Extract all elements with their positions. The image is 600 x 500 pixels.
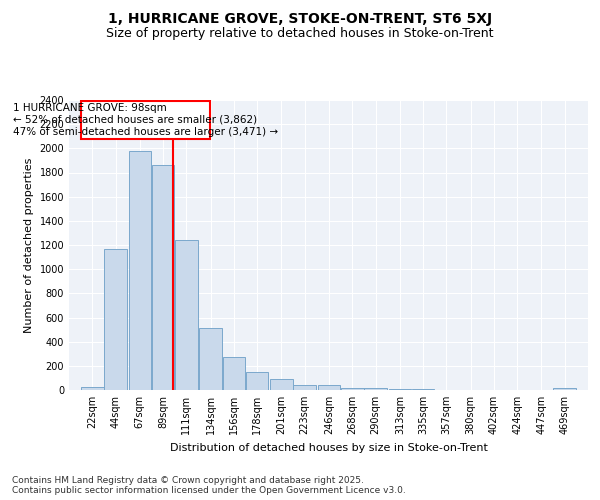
Text: 1, HURRICANE GROVE, STOKE-ON-TRENT, ST6 5XJ: 1, HURRICANE GROVE, STOKE-ON-TRENT, ST6 … (108, 12, 492, 26)
Text: 1 HURRICANE GROVE: 98sqm
← 52% of detached houses are smaller (3,862)
47% of sem: 1 HURRICANE GROVE: 98sqm ← 52% of detach… (13, 104, 278, 136)
Bar (104, 248, 127, 390)
Text: Contains HM Land Registry data © Crown copyright and database right 2025.
Contai: Contains HM Land Registry data © Crown c… (12, 476, 406, 495)
Bar (199, 328, 222, 390)
Bar (270, 379, 293, 390)
Bar (81, 387, 104, 390)
Y-axis label: Number of detached properties: Number of detached properties (24, 158, 34, 332)
Bar (341, 388, 364, 390)
Bar (223, 357, 245, 390)
Bar (364, 388, 387, 390)
Bar (293, 384, 316, 390)
X-axis label: Distribution of detached houses by size in Stoke-on-Trent: Distribution of detached houses by size … (170, 442, 487, 452)
Text: Size of property relative to detached houses in Stoke-on-Trent: Size of property relative to detached ho… (106, 28, 494, 40)
FancyBboxPatch shape (80, 101, 209, 138)
Bar (553, 388, 576, 390)
Bar (246, 372, 268, 390)
Bar (318, 385, 340, 390)
Bar (389, 389, 411, 390)
Bar (128, 151, 151, 390)
Bar (152, 165, 175, 390)
Bar (175, 240, 197, 390)
